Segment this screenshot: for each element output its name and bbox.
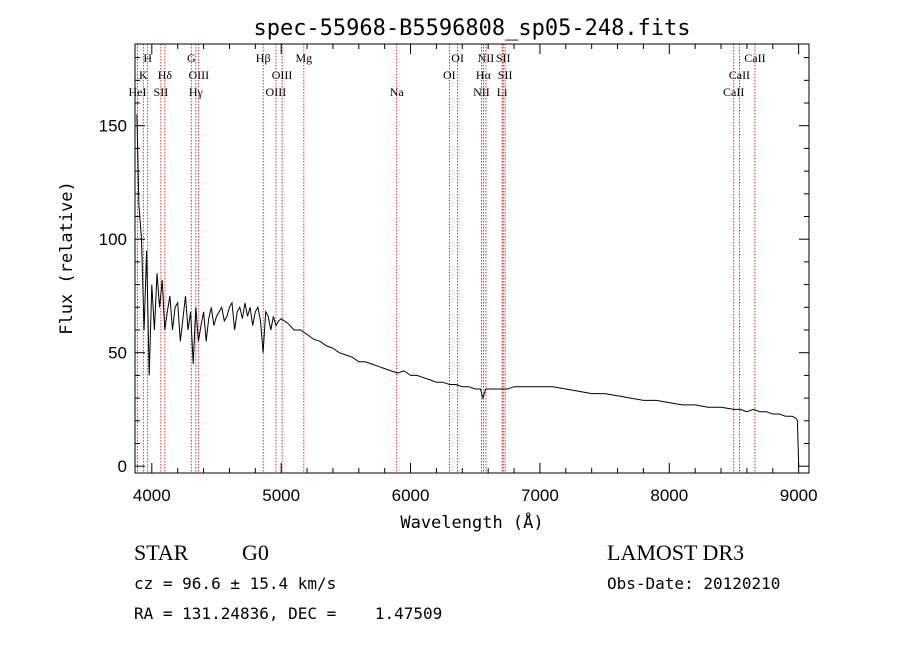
spectrum-line bbox=[136, 114, 800, 467]
marker-label: CaII bbox=[723, 85, 744, 99]
x-axis-label: Wavelength (Å) bbox=[400, 511, 543, 533]
coordinates: RA = 131.24836, DEC = 1.47509 bbox=[134, 604, 443, 623]
marker-label: K bbox=[139, 68, 148, 82]
marker-label: G bbox=[187, 51, 196, 65]
marker-label: Na bbox=[390, 85, 405, 99]
x-tick-label: 8000 bbox=[650, 486, 688, 505]
object-subclass: G0 bbox=[242, 540, 269, 565]
x-tick-label: 9000 bbox=[780, 486, 818, 505]
marker-label: NII bbox=[473, 85, 490, 99]
marker-label: NII bbox=[478, 51, 495, 65]
marker-label: CaII bbox=[729, 68, 750, 82]
marker-label: CaII bbox=[744, 51, 765, 65]
marker-label: SII bbox=[154, 85, 169, 99]
x-tick-label: 5000 bbox=[262, 486, 300, 505]
marker-label: Hα bbox=[476, 68, 492, 82]
x-axis: 4000 5000 6000 7000 8000 9000 bbox=[133, 44, 818, 505]
marker-label: Li bbox=[497, 85, 508, 99]
chart-title: spec-55968-B5596808_sp05-248.fits bbox=[253, 16, 690, 41]
marker-label: OI bbox=[443, 68, 456, 82]
marker-label: SII bbox=[496, 51, 511, 65]
marker-label: Mg bbox=[295, 51, 312, 65]
x-tick-label: 4000 bbox=[133, 486, 171, 505]
survey-name: LAMOST DR3 bbox=[607, 540, 745, 565]
y-tick-label: 100 bbox=[99, 230, 127, 249]
x-tick-label: 7000 bbox=[521, 486, 559, 505]
obs-date: Obs-Date: 20120210 bbox=[607, 574, 781, 593]
marker-label: OIII bbox=[188, 68, 209, 82]
y-tick-label: 50 bbox=[108, 344, 127, 363]
marker-label: OIII bbox=[266, 85, 287, 99]
y-tick-label: 150 bbox=[99, 117, 127, 136]
marker-label: SII bbox=[498, 68, 513, 82]
y-tick-label: 0 bbox=[118, 457, 127, 476]
marker-label: Hγ bbox=[189, 85, 204, 99]
object-class: STAR bbox=[134, 540, 189, 565]
marker-label: Hβ bbox=[256, 51, 271, 65]
marker-label: HeI bbox=[128, 85, 146, 99]
plot-frame bbox=[134, 43, 810, 474]
marker-label: OI bbox=[451, 51, 464, 65]
marker-label: Hδ bbox=[158, 68, 173, 82]
marker-label: OIII bbox=[272, 68, 293, 82]
marker-label: H bbox=[143, 51, 152, 65]
y-axis-label: Flux (relative) bbox=[57, 181, 77, 335]
redshift-cz: cz = 96.6 ± 15.4 km/s bbox=[134, 574, 337, 593]
y-axis: 0 50 100 150 bbox=[99, 57, 809, 476]
x-tick-label: 6000 bbox=[392, 486, 430, 505]
